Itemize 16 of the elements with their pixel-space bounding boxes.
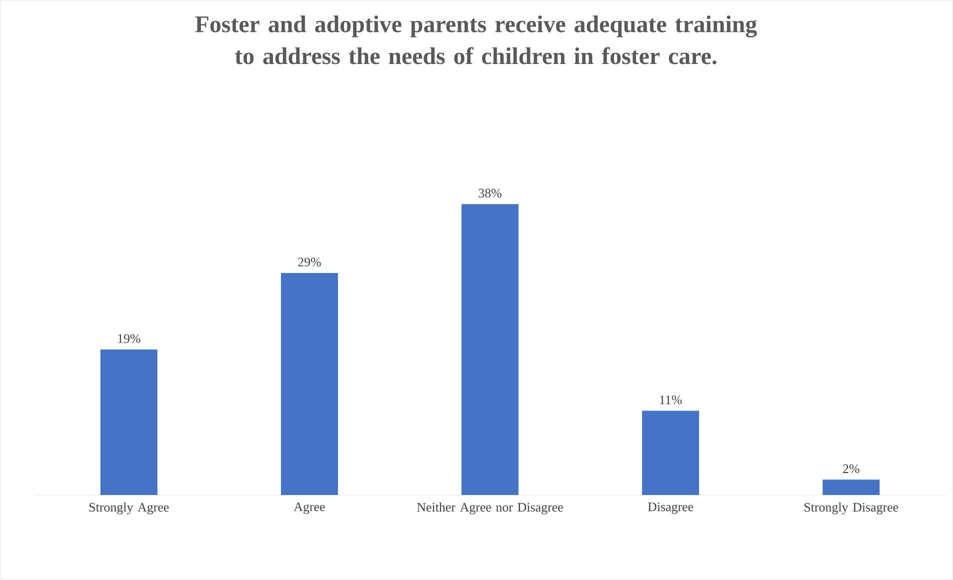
bar: [280, 272, 338, 495]
data-label: 38%: [478, 188, 502, 198]
bar: [462, 204, 519, 495]
data-label: 11%: [660, 395, 682, 404]
bar: [642, 410, 700, 495]
bar: [822, 480, 880, 495]
x-tick-label: Strongly Disagree: [804, 502, 898, 514]
x-tick-label: Strongly Agree: [89, 502, 169, 514]
x-tick-label: Neither Agree nor Disagree: [417, 502, 563, 514]
data-label: 2%: [843, 464, 860, 474]
x-tick-label: Disagree: [648, 502, 694, 514]
chart-title: Foster and adoptive parents receive adequate training to address the needs of children in foster care.: [195, 16, 757, 64]
data-label: 19%: [118, 334, 140, 344]
data-label: 29%: [298, 258, 321, 266]
bar: [100, 350, 158, 495]
x-tick-label: Agree: [294, 502, 325, 514]
